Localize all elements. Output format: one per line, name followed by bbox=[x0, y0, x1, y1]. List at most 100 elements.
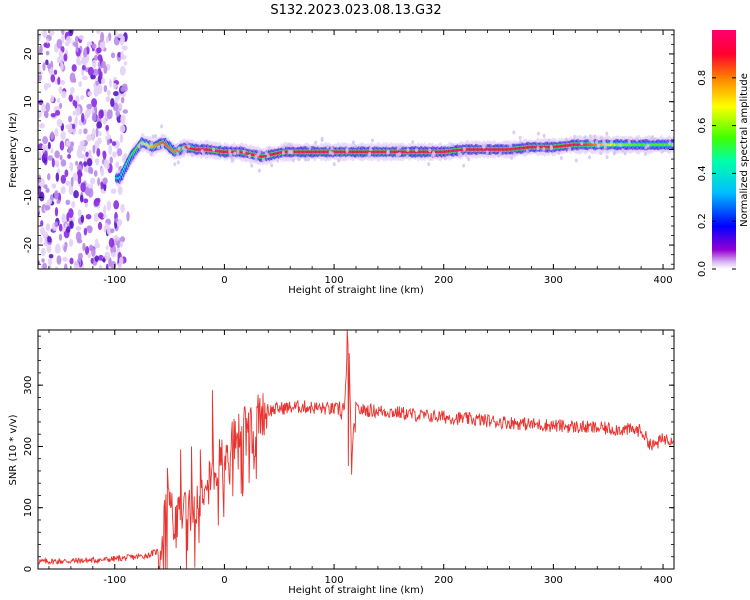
noise-blob bbox=[91, 98, 98, 108]
noise-blob bbox=[112, 151, 117, 158]
noise-blob bbox=[65, 180, 71, 186]
snr-series-line bbox=[38, 330, 674, 569]
ridge-noise bbox=[618, 143, 622, 148]
ridge-noise bbox=[518, 139, 522, 144]
noise-blob bbox=[81, 64, 86, 71]
noise-blob bbox=[83, 198, 89, 204]
x-tick-label: 100 bbox=[325, 575, 344, 586]
noise-blob bbox=[60, 79, 66, 86]
noise-blob bbox=[87, 91, 93, 97]
noise-blob bbox=[93, 170, 98, 177]
noise-blob bbox=[42, 262, 48, 269]
noise-blob bbox=[92, 144, 96, 154]
ridge-noise bbox=[572, 134, 576, 139]
noise-blob bbox=[56, 118, 63, 127]
noise-blob bbox=[69, 220, 74, 229]
noise-blob bbox=[75, 160, 79, 166]
snr-frame bbox=[37, 329, 675, 570]
ridge-noise bbox=[297, 157, 301, 162]
noise-blob bbox=[61, 30, 65, 36]
noise-blob bbox=[105, 124, 109, 131]
ridge-noise bbox=[583, 135, 587, 140]
x-tick-label: 400 bbox=[653, 275, 672, 286]
colorbar-tick-label: 0.4 bbox=[697, 165, 708, 181]
ridge-noise bbox=[542, 133, 546, 138]
noise-blob bbox=[106, 109, 112, 120]
noise-blob bbox=[95, 159, 99, 166]
noise-blob bbox=[62, 256, 68, 262]
ridge-noise bbox=[190, 152, 194, 157]
ridge-noise bbox=[345, 147, 349, 152]
noise-blob bbox=[93, 212, 99, 223]
noise-blob bbox=[60, 159, 67, 167]
noise-blob bbox=[119, 133, 123, 143]
colorbar-tick-label: 0.8 bbox=[697, 70, 708, 86]
ridge-noise bbox=[140, 141, 144, 146]
ridge-noise bbox=[386, 149, 390, 154]
noise-blob bbox=[110, 228, 115, 234]
noise-blob bbox=[69, 72, 76, 83]
noise-blob bbox=[58, 50, 63, 58]
noise-blob bbox=[99, 71, 103, 79]
ridge-noise bbox=[457, 154, 461, 159]
ridge-noise bbox=[137, 144, 141, 149]
noise-blob bbox=[54, 109, 61, 116]
ridge-noise bbox=[176, 160, 180, 165]
noise-blob bbox=[76, 169, 83, 179]
ridge-noise bbox=[326, 145, 330, 150]
noise-blob bbox=[75, 105, 81, 117]
noise-blob bbox=[70, 176, 74, 187]
noise-blob bbox=[67, 153, 71, 159]
ridge-noise bbox=[144, 142, 148, 147]
noise-blob bbox=[110, 188, 117, 194]
x-tick-label: 0 bbox=[221, 275, 227, 286]
noise-blob bbox=[53, 69, 58, 75]
ridge-noise bbox=[406, 147, 410, 152]
noise-blob bbox=[65, 124, 71, 130]
noise-blob bbox=[56, 38, 63, 49]
noise-blob bbox=[47, 258, 53, 266]
ridge-noise bbox=[432, 152, 436, 157]
noise-blob bbox=[85, 213, 92, 220]
noise-blob bbox=[89, 177, 96, 185]
noise-blob bbox=[44, 150, 48, 160]
ridge-noise bbox=[264, 151, 268, 156]
ridge-noise bbox=[281, 150, 285, 155]
noise-blob bbox=[48, 30, 55, 36]
ridge-noise bbox=[627, 139, 631, 144]
ridge-noise bbox=[258, 150, 262, 155]
noise-blob bbox=[86, 225, 93, 231]
ridge-noise bbox=[464, 152, 468, 157]
noise-blob bbox=[50, 148, 54, 154]
y-tick-label: 100 bbox=[23, 498, 34, 517]
figure-title: S132.2023.023.08.13.G32 bbox=[270, 3, 441, 18]
noise-blob bbox=[45, 224, 50, 231]
noise-blob bbox=[40, 220, 44, 227]
noise-blob bbox=[122, 109, 129, 114]
noise-blob bbox=[57, 76, 61, 85]
ridge-noise bbox=[257, 168, 261, 173]
noise-blob bbox=[105, 263, 109, 269]
noise-blob bbox=[96, 147, 101, 157]
noise-blob bbox=[83, 114, 89, 120]
noise-blob bbox=[73, 260, 80, 269]
ridge-noise bbox=[236, 149, 240, 154]
noise-blob bbox=[98, 131, 102, 137]
noise-blob bbox=[95, 80, 100, 86]
noise-blob bbox=[97, 177, 100, 187]
ridge-noise bbox=[174, 143, 178, 148]
ridge-noise bbox=[242, 149, 246, 154]
noise-blob bbox=[50, 95, 55, 103]
ridge-noise bbox=[588, 134, 592, 139]
noise-blob bbox=[109, 78, 112, 88]
noise-blob bbox=[102, 177, 108, 185]
x-tick-label: 100 bbox=[325, 275, 344, 286]
ridge-noise bbox=[671, 142, 674, 147]
ridge-noise bbox=[512, 130, 516, 135]
ridge-noise bbox=[605, 131, 609, 136]
noise-blob bbox=[41, 103, 46, 113]
ridge-noise bbox=[250, 163, 254, 168]
noise-blob bbox=[118, 256, 124, 265]
noise-blob bbox=[106, 224, 111, 235]
